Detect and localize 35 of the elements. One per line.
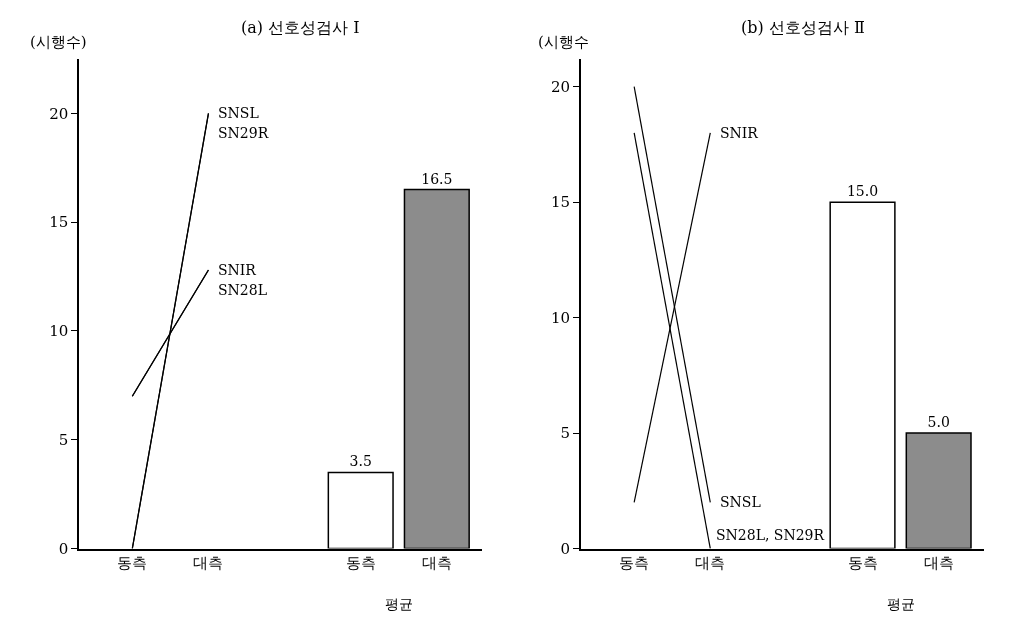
x-tick-label: 대측 bbox=[695, 554, 726, 573]
y-tick-label: 20 bbox=[551, 77, 571, 96]
data-label: 5.0 bbox=[927, 414, 950, 431]
y-axis-title: (시행수 bbox=[538, 33, 589, 51]
data-label: 16.5 bbox=[421, 170, 453, 187]
y-tick-label: 0 bbox=[560, 539, 571, 558]
x-tick-label: 동측 bbox=[847, 554, 878, 573]
data-label: 3.5 bbox=[349, 453, 372, 470]
series-label: SNIR bbox=[720, 125, 759, 141]
y-tick-label: 15 bbox=[49, 213, 69, 232]
y-tick-label: 5 bbox=[58, 431, 69, 450]
series-label: SN28L, SN29R bbox=[716, 527, 825, 543]
x-tick-label: 대측 bbox=[193, 554, 224, 573]
y-tick-label: 5 bbox=[560, 424, 571, 443]
x-tick-label: 대측 bbox=[923, 554, 954, 573]
text: 평균 bbox=[385, 596, 413, 612]
y-tick-label: 10 bbox=[49, 322, 69, 341]
series-label: SNSL bbox=[218, 105, 259, 121]
x-tick-label: 동측 bbox=[345, 554, 376, 573]
chart-title: (a) 선호성검사 Ⅰ bbox=[241, 18, 360, 37]
y-axis-title: (시행수) bbox=[30, 33, 87, 51]
x-tick-label: 동측 bbox=[117, 554, 148, 573]
text: 평균 bbox=[887, 596, 915, 612]
series-label: SNIR bbox=[218, 262, 257, 278]
series-label: SN29R bbox=[218, 125, 269, 141]
series-label: SN28L bbox=[218, 282, 267, 298]
x-tick-label: 동측 bbox=[619, 554, 650, 573]
y-tick-label: 10 bbox=[551, 308, 571, 327]
y-tick-label: 20 bbox=[49, 104, 69, 123]
chart-title: (b) 선호성검사 Ⅱ bbox=[741, 18, 865, 37]
y-tick-label: 15 bbox=[551, 193, 571, 212]
data-label: 15.0 bbox=[846, 183, 879, 200]
y-tick-label: 0 bbox=[58, 539, 69, 558]
series-label: SNSL bbox=[720, 494, 761, 510]
x-tick-label: 대측 bbox=[421, 554, 452, 573]
